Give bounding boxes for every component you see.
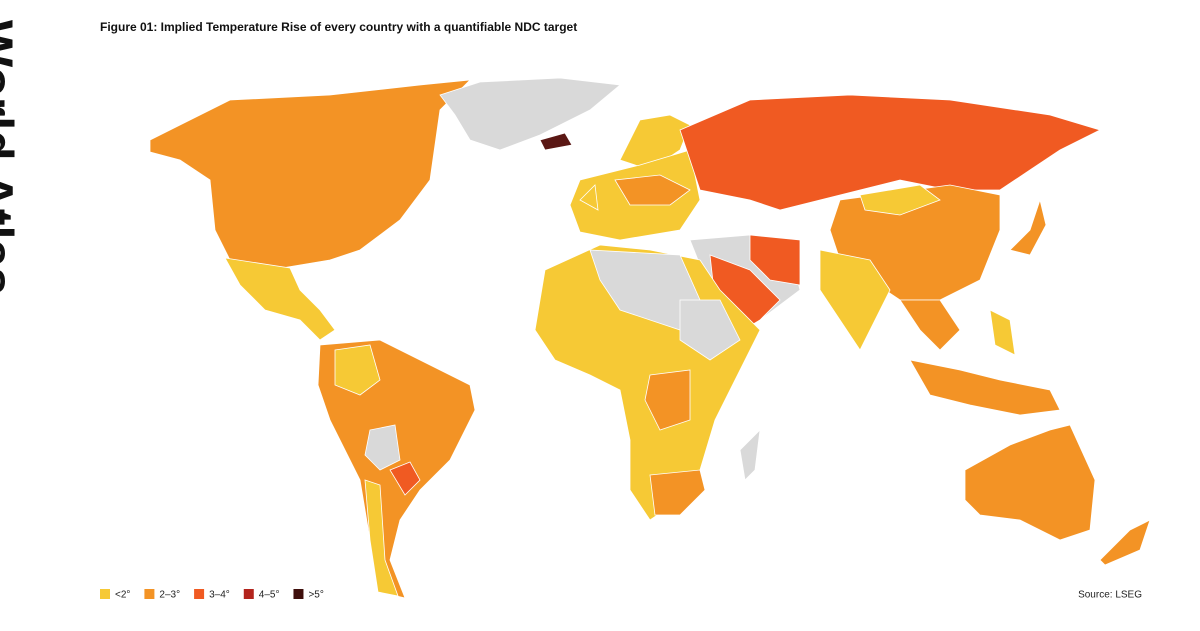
legend-swatch	[144, 589, 155, 599]
legend: <2° 2–3° 3–4° 4–5° >5°	[100, 589, 324, 601]
brand: World Atlas	[0, 20, 23, 295]
legend-label: 3–4°	[209, 590, 230, 601]
world-map	[149, 77, 1151, 599]
legend-label: 2–3°	[159, 590, 180, 601]
legend-swatch	[293, 589, 304, 599]
legend-swatch	[100, 589, 110, 599]
legend-label: 4–5°	[259, 590, 280, 601]
legend-label: >5°	[308, 590, 323, 601]
figure-title: Figure 01: Implied Temperature Rise of e…	[100, 20, 577, 34]
legend-label: <2°	[115, 590, 130, 601]
legend-swatch	[194, 589, 205, 599]
legend-swatch	[243, 589, 254, 599]
source: Source: LSEG	[1078, 590, 1142, 601]
